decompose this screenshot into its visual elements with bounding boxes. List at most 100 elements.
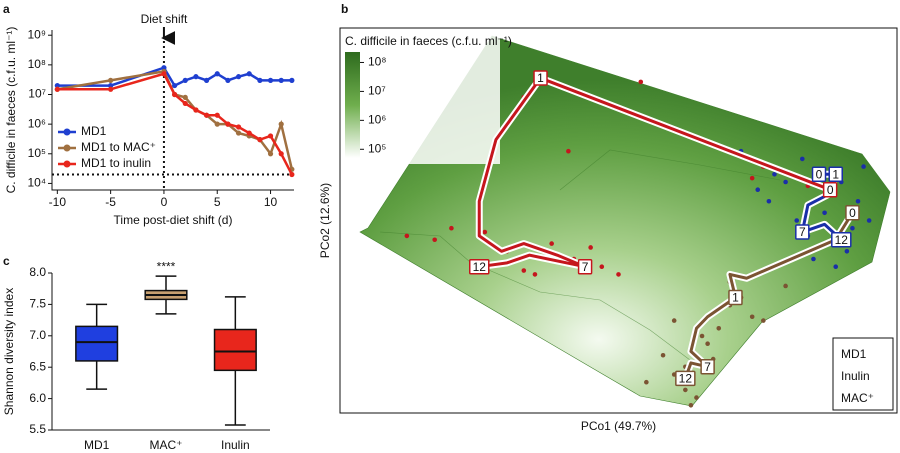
data-point [432, 237, 437, 243]
x-tick-label: Inulin [221, 438, 250, 452]
data-point [289, 171, 295, 178]
data-point [235, 74, 242, 80]
y-tick-label: 7.0 [29, 328, 46, 342]
data-point [267, 77, 274, 83]
data-point [54, 82, 60, 89]
node-label: 7 [582, 260, 589, 274]
data-point [108, 82, 114, 89]
node-label: 12 [473, 260, 487, 274]
y-tick-label: 10⁴ [27, 176, 46, 190]
y-tick-label: 6.0 [29, 391, 46, 405]
trajectory [477, 76, 831, 269]
legend-dot [63, 128, 71, 136]
y-axis-label: Shannon diversity index [2, 288, 16, 415]
node-box [831, 232, 852, 248]
data-point [482, 229, 488, 235]
node-label: 1 [732, 291, 739, 305]
data-point [794, 218, 800, 223]
x-tick-label: 0 [161, 195, 168, 209]
data-point [182, 77, 188, 83]
data-point [716, 326, 722, 331]
data-point [616, 272, 621, 277]
x-tick-label: -5 [105, 195, 116, 209]
data-point [588, 245, 593, 250]
data-point [783, 179, 788, 185]
node-box [828, 166, 843, 183]
data-point [235, 124, 242, 130]
data-point [811, 256, 816, 262]
data-point [203, 77, 210, 83]
data-point [861, 164, 866, 169]
colorbar-tick-label: 10⁷ [368, 84, 386, 98]
data-point [761, 318, 766, 323]
data-point [267, 133, 274, 139]
node-box [795, 224, 810, 240]
node-label: 0 [849, 206, 856, 220]
data-point [683, 387, 688, 393]
y-tick-label: 5.5 [29, 422, 46, 436]
data-point [822, 210, 827, 216]
data-point [599, 264, 605, 270]
data-point [214, 71, 220, 77]
data-point [257, 77, 263, 83]
data-point [108, 77, 114, 83]
data-point [755, 187, 761, 192]
data-point [749, 175, 755, 181]
data-point [638, 79, 644, 85]
data-point [161, 71, 167, 77]
box [213, 328, 257, 372]
data-point [866, 218, 872, 223]
data-point [203, 112, 210, 118]
legend-label: MD1 to inulin [81, 156, 151, 170]
data-point [193, 74, 199, 80]
node-label: 12 [835, 233, 849, 247]
data-point [278, 77, 284, 83]
colorbar-tick-label: 10⁶ [368, 113, 386, 127]
y-tick-label: 7.5 [29, 297, 46, 311]
data-point [833, 264, 839, 270]
x-tick-label: 10 [264, 195, 278, 209]
node-box [822, 181, 838, 198]
node-label: 0 [827, 183, 834, 197]
axes [51, 30, 294, 191]
y-axis-label: PCo2 (12.6%) [318, 183, 332, 258]
x-axis-label: PCo1 (49.7%) [581, 419, 656, 433]
data-point [772, 172, 777, 177]
data-point [289, 77, 295, 83]
data-point [566, 148, 571, 154]
colorbar-panel [342, 30, 500, 164]
node-box [675, 370, 696, 387]
legend-box [832, 337, 894, 411]
panel-label: b [341, 2, 348, 16]
node-label: 7 [799, 225, 806, 239]
x-axis-label: Time post-diet shift (d) [114, 213, 233, 227]
node-label: 1 [537, 71, 544, 85]
legend-label: MD1 to MAC⁺ [81, 140, 156, 154]
colorbar [345, 52, 360, 158]
node-label: 1 [832, 167, 839, 181]
legend-dot [63, 144, 71, 152]
data-point [699, 333, 705, 339]
data-point [182, 100, 188, 107]
y-tick-label: 10⁶ [28, 116, 46, 130]
x-tick-label: 5 [214, 195, 221, 209]
node-box [469, 258, 490, 275]
data-point [844, 249, 850, 254]
node-label: 0 [816, 167, 823, 181]
legend-label: MD1 [841, 347, 867, 361]
data-point [108, 86, 114, 92]
data-point [404, 233, 410, 239]
data-point [694, 395, 699, 400]
colorbar-tick-label: 10⁸ [368, 55, 386, 69]
legend-dot [63, 160, 71, 168]
contour [379, 149, 781, 361]
data-point [549, 241, 554, 246]
data-point [246, 130, 252, 136]
data-point [257, 137, 263, 143]
data-point [783, 283, 788, 289]
data-point [193, 107, 199, 113]
data-point [766, 198, 772, 204]
data-point [644, 379, 649, 385]
data-point [54, 86, 60, 92]
